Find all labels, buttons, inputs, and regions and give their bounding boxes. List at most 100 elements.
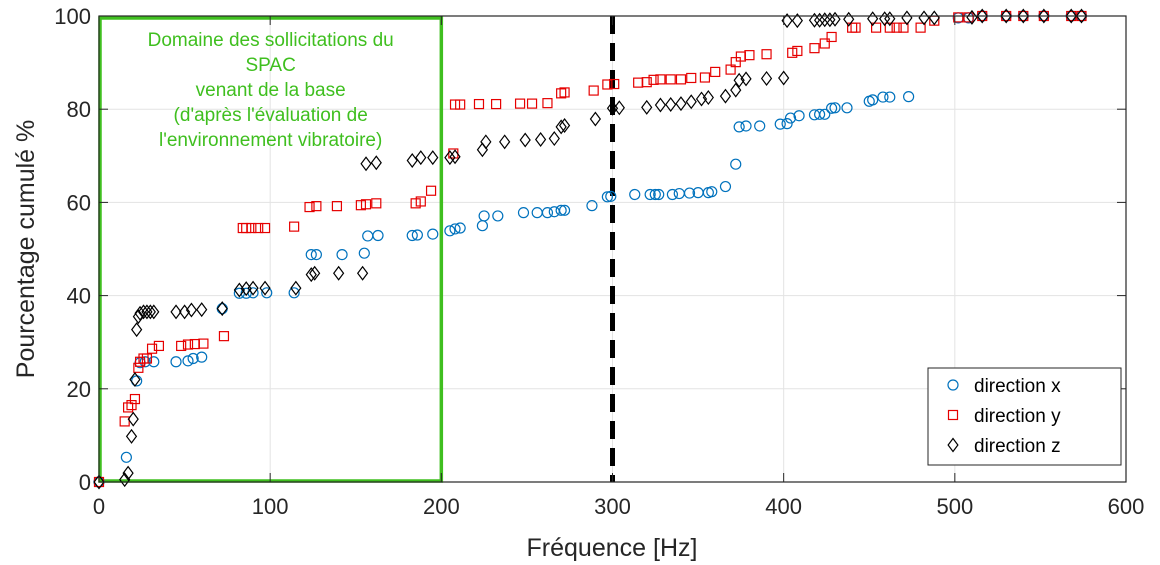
data-point-diamond [132, 309, 144, 325]
data-point-square [514, 98, 526, 109]
data-point-diamond [259, 280, 271, 296]
data-point-diamond [444, 150, 456, 166]
data-point-diamond [879, 11, 891, 27]
y-tick-label: 40 [67, 284, 91, 309]
data-point-diamond [247, 280, 259, 296]
data-point-square [609, 78, 620, 90]
data-point-diamond [125, 428, 138, 444]
data-point-diamond [548, 131, 560, 147]
data-point-circle [793, 110, 805, 122]
data-point-square [850, 22, 861, 33]
data-point-diamond [185, 302, 198, 318]
data-point-square [246, 222, 257, 234]
data-point-diamond [119, 472, 131, 488]
annotation-text-line: l'environnement vibratoire) [159, 130, 382, 151]
data-point-circle [683, 187, 696, 199]
data-point-square [526, 98, 538, 109]
data-point-diamond [216, 301, 228, 317]
data-point-circle [706, 186, 718, 198]
data-point-circle [829, 102, 841, 114]
data-point-square [898, 22, 909, 33]
data-point-circle [644, 188, 656, 201]
data-point-diamond [778, 70, 790, 86]
annotation-box: Domaine des sollicitations du SPAC venant … [98, 16, 444, 483]
data-point-circle [586, 200, 598, 212]
data-point-circle [784, 112, 797, 124]
legend-label: direction y [974, 406, 1061, 427]
data-point-square [730, 57, 741, 68]
data-point-circle [541, 207, 554, 219]
data-point-diamond [406, 152, 418, 168]
data-point-circle [781, 118, 793, 130]
data-point-square [259, 222, 271, 234]
data-point-diamond [309, 265, 321, 281]
data-point-square [241, 222, 252, 234]
legend-marker-square [947, 409, 959, 421]
data-point-square [331, 201, 343, 212]
data-point-square [826, 31, 837, 43]
data-point-diamond [534, 131, 547, 147]
data-point-diamond [1000, 8, 1012, 24]
data-point-circle [120, 451, 132, 463]
data-point-square [449, 99, 461, 110]
data-point-diamond [589, 111, 602, 127]
data-point-circle [310, 248, 322, 261]
data-point-circle [754, 120, 766, 132]
data-point-circle [814, 108, 826, 120]
data-point-square [360, 199, 372, 210]
data-point-circle [605, 190, 617, 202]
data-point-square [473, 98, 485, 110]
data-point-diamond [685, 94, 697, 110]
data-point-diamond [665, 97, 677, 113]
data-point-square [588, 85, 599, 96]
data-point-circle [170, 356, 182, 368]
data-point-square [915, 22, 926, 33]
data-point-square [304, 201, 315, 213]
data-point-square [371, 198, 382, 209]
data-point-diamond [808, 12, 821, 28]
data-point-diamond [148, 304, 160, 320]
data-point-diamond [170, 304, 182, 320]
data-point-circle [336, 248, 348, 261]
data-point-square [134, 356, 146, 367]
data-point-diamond [360, 156, 372, 172]
data-point-square [253, 222, 264, 234]
data-point-diamond [966, 9, 978, 25]
data-point-square [129, 393, 141, 405]
data-point-diamond [829, 11, 841, 27]
data-point-diamond [290, 280, 302, 296]
data-point-circle [449, 223, 461, 235]
data-point-square [809, 43, 820, 54]
data-point-circle [629, 188, 641, 201]
data-point-circle [196, 351, 208, 363]
data-point-diamond [1017, 8, 1029, 24]
data-point-square [787, 47, 798, 58]
data-point-square [559, 87, 570, 98]
data-point-diamond [427, 150, 439, 166]
data-point-circle [558, 204, 571, 216]
legend-label: direction x [974, 376, 1061, 397]
data-point-circle [733, 121, 745, 133]
data-point-diamond [370, 155, 382, 171]
data-point-square [641, 77, 652, 88]
data-point-circle [649, 188, 661, 201]
data-point-square [455, 99, 466, 110]
data-point-diamond [449, 149, 461, 165]
data-point-circle [774, 118, 786, 130]
data-point-diamond [305, 267, 317, 283]
data-point-diamond [613, 100, 625, 116]
data-point-circle [288, 287, 300, 299]
data-point-diamond [641, 99, 653, 115]
data-point-square [725, 64, 736, 75]
data-point-diamond [131, 322, 143, 338]
legend-box [927, 367, 1122, 466]
axis-ticks: 0 100 200 300 400 500 600 0 20 40 60 80 100 [54, 4, 1144, 519]
data-point-circle [492, 210, 504, 222]
data-point-diamond [867, 11, 879, 27]
data-point-circle [867, 94, 879, 106]
data-point-diamond [499, 134, 511, 150]
data-point-circle [444, 225, 456, 237]
data-point-diamond [93, 474, 105, 490]
legend-marker-circle [947, 379, 959, 391]
